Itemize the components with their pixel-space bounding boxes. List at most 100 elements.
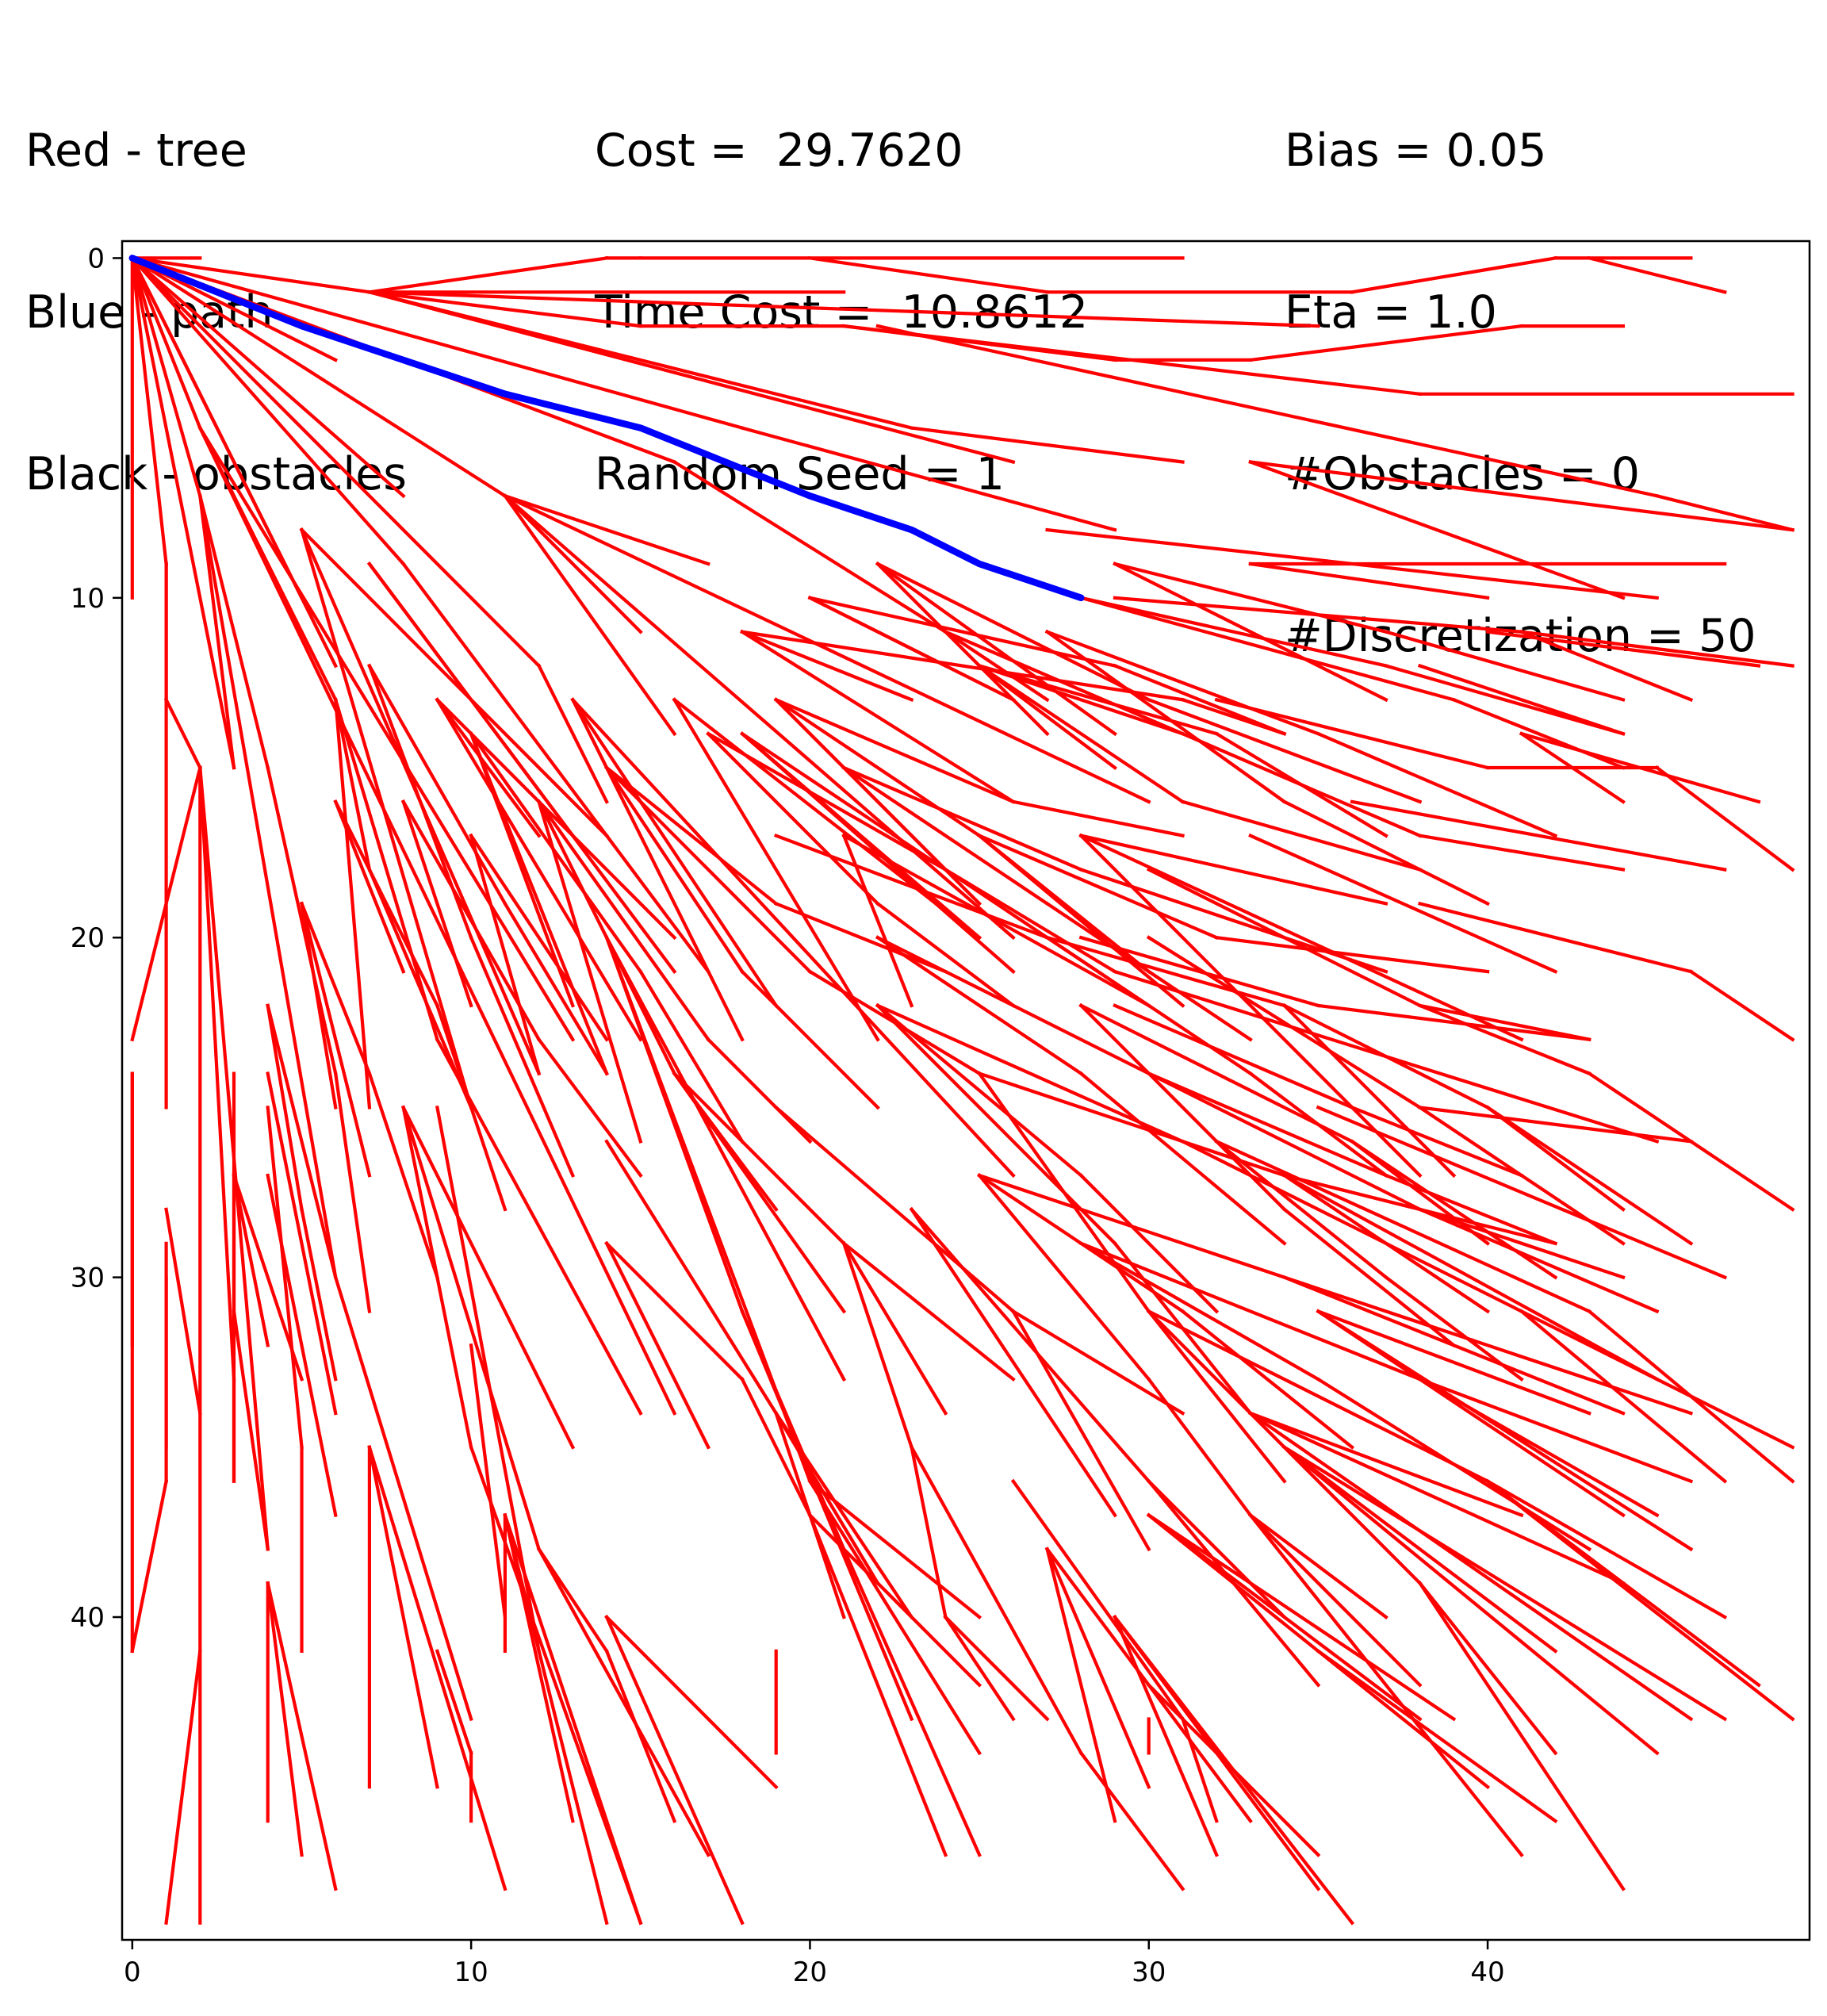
tree-edge (740, 1309, 914, 1722)
tree-edge (977, 833, 1151, 975)
tree-edge (1113, 561, 1388, 703)
tree-edge (1485, 1478, 1795, 1722)
tree-edge (1045, 527, 1660, 600)
tree-edge (400, 799, 542, 1042)
tree-edge (1146, 1071, 1423, 1212)
tree-edge (1248, 460, 1794, 532)
tree-edge (1247, 1512, 1423, 1688)
tree-edge (1044, 901, 1253, 1042)
tree-edge (401, 799, 473, 1008)
tree-edge (1417, 663, 1626, 736)
tree-edge (536, 663, 609, 804)
tree-edge (1316, 1105, 1727, 1280)
tree-edge (367, 256, 609, 294)
tree-edge (841, 1546, 982, 1857)
tree-edge (1281, 1173, 1660, 1382)
tree-edge (1316, 1309, 1694, 1552)
tree-edge (1146, 1512, 1457, 1722)
tree-edge (1214, 1139, 1591, 1314)
tree-edge (875, 935, 1084, 1076)
tree-edge (164, 1207, 202, 1416)
tree-edge (1146, 1682, 1253, 1824)
tree-edge (1316, 1309, 1591, 1416)
tree-edge (570, 697, 1016, 1179)
tree-edge (841, 324, 1422, 397)
tree-edge (536, 799, 643, 1144)
tree-edge (740, 426, 1117, 532)
tree-edge (672, 459, 948, 634)
tree-edge (1281, 1444, 1558, 1654)
tree-edge (367, 1071, 440, 1280)
tree-edge (435, 1105, 542, 1654)
tree-edge (1587, 1309, 1795, 1484)
tree-edge (1519, 1309, 1728, 1484)
tree-edge (672, 697, 982, 941)
tree-edge (1078, 1240, 1321, 1382)
tree-edge (943, 1615, 1016, 1722)
tree-edge (400, 1105, 576, 1450)
tree-edge (807, 969, 982, 1076)
tree-edge (1248, 324, 1524, 362)
tree-edge (1383, 1274, 1524, 1382)
tree-edge (977, 663, 1219, 736)
tree-edge (875, 561, 1050, 737)
tree-edge (333, 1071, 372, 1313)
tree-edge (266, 1003, 304, 1212)
tree-edge (977, 1173, 1185, 1314)
tree-edge (1688, 969, 1795, 1042)
tree-edge (1417, 1003, 1591, 1076)
tree-edge (638, 969, 745, 1144)
tree-edge (1078, 1750, 1185, 1891)
tree-edge (299, 527, 610, 838)
tree-edge (672, 1071, 779, 1212)
tree-edge (266, 1581, 338, 1891)
tree-edge (129, 255, 406, 566)
tree-edge (1418, 1106, 1693, 1144)
tree-edge (333, 1274, 473, 1722)
tree-edge (163, 697, 203, 770)
tree-edge (740, 630, 1185, 702)
tree-edge (1417, 1581, 1626, 1891)
tree-edge (300, 1207, 338, 1382)
bias-label: Bias = 0.05 (1285, 125, 1547, 177)
path-line (128, 255, 1085, 602)
tree-edge (502, 493, 643, 634)
tree-edge (503, 1512, 609, 1926)
tree-edge (808, 256, 1049, 294)
tree-edge (197, 425, 576, 1042)
tree-edge (130, 1479, 169, 1654)
tree-edge (333, 697, 440, 1042)
tree-edge (773, 1411, 914, 1619)
tree-edge (841, 765, 1084, 872)
tree-edge (1350, 1105, 1524, 1178)
tree-edge (1113, 1003, 1354, 1110)
x-tick-label: 0 (124, 1957, 141, 1988)
tree-edge (909, 1206, 1151, 1484)
tree-edge (266, 765, 338, 1076)
tree-edge (469, 1343, 508, 1619)
tree-edge (1417, 1377, 1660, 1518)
tree-edge (1654, 765, 1795, 872)
tree-edge (977, 833, 1219, 940)
tree-edge (1180, 1309, 1355, 1450)
tree-edge (503, 1512, 643, 1926)
tree-edge (198, 765, 236, 1382)
tree-edge (604, 765, 745, 975)
tree-edge (1316, 1648, 1491, 1790)
tree-edge (1384, 663, 1626, 736)
tree-edge (333, 698, 372, 1110)
tree-edge (299, 901, 372, 1076)
tree-edge (1146, 1512, 1423, 1722)
tree-edge (1146, 1309, 1287, 1484)
tree-layer (129, 255, 1795, 1926)
tree-edge (875, 1002, 1117, 1246)
tree-edge (1417, 1377, 1694, 1484)
tree-edge (299, 901, 372, 1178)
tree-edge (977, 663, 1185, 804)
tree-edge (1214, 731, 1388, 838)
tree-edge (1078, 1002, 1287, 1212)
tree-edge (604, 765, 779, 906)
tree-edge (807, 595, 948, 669)
tree-edge (875, 1003, 1185, 1144)
tree-edge (401, 1105, 542, 1551)
